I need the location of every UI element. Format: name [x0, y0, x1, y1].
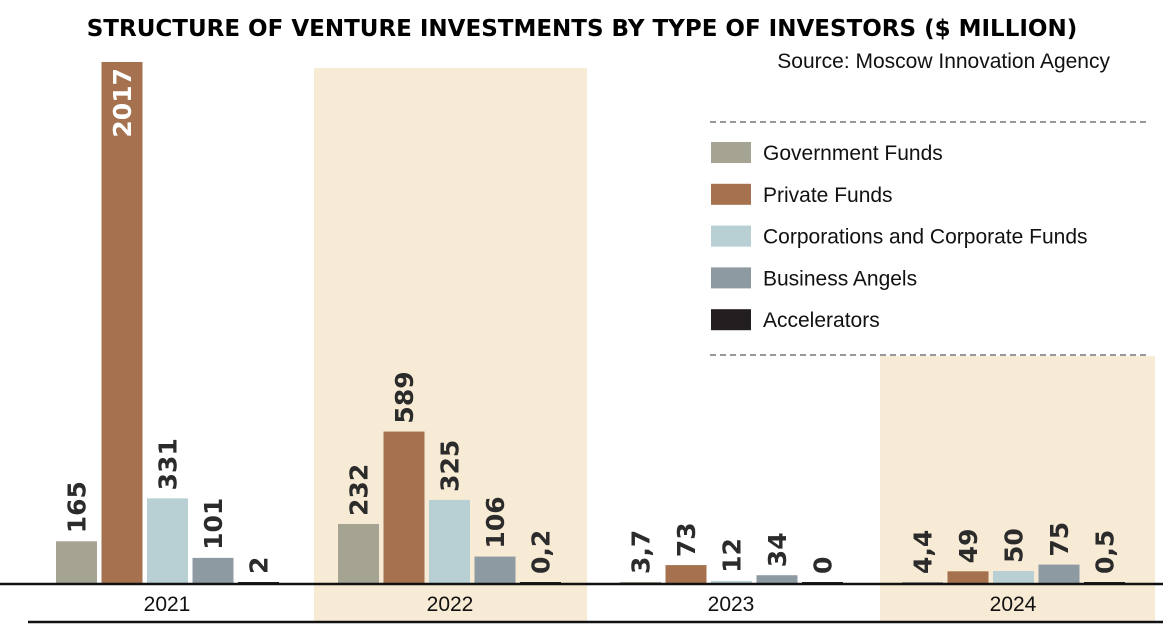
data-label-2021-0: 165 [63, 481, 92, 533]
data-label-2022-0: 232 [345, 464, 374, 516]
data-label-2021-1: 2017 [108, 68, 137, 138]
bar-2022-business-angels [474, 556, 516, 584]
legend-swatch-2 [711, 225, 751, 247]
data-label-2022-1: 589 [390, 371, 419, 423]
legend-swatch-3 [711, 267, 751, 289]
legend-label-2: Corporations and Corporate Funds [763, 226, 1088, 249]
bar-2023-private-funds [665, 565, 707, 584]
year-label-2022: 2022 [427, 593, 474, 616]
chart-source: Source: Moscow Innovation Agency [777, 50, 1110, 73]
legend-label-4: Accelerators [763, 309, 880, 332]
value-labels: 165 2017 331 101 2 232 589 325 106 0,2 3,7 73 12 34 0 4… [63, 68, 1120, 574]
data-label-2023-4: 0 [809, 557, 838, 574]
legend-label-3: Business Angels [763, 267, 917, 290]
data-label-2022-4: 0,2 [527, 530, 556, 574]
bar-2022-government-funds [338, 523, 379, 584]
legend-swatch-1 [711, 183, 751, 205]
bar-2021-business-angels [192, 557, 234, 584]
year-label-2023: 2023 [708, 593, 755, 616]
bar-2023-corporations-and-corporate-funds [711, 580, 752, 584]
bar-2022-corporations-and-corporate-funds [429, 499, 470, 584]
data-label-2021-4: 2 [245, 557, 274, 574]
bar-2021-corporations-and-corporate-funds [147, 498, 188, 584]
data-label-2024-3: 75 [1045, 522, 1074, 557]
bar-2024-corporations-and-corporate-funds [993, 571, 1034, 584]
data-label-2024-2: 50 [1000, 528, 1029, 563]
data-label-2021-2: 331 [154, 438, 183, 490]
bar-2022-private-funds [383, 431, 425, 584]
data-label-2022-3: 106 [481, 496, 510, 548]
year-label-2024: 2024 [990, 593, 1037, 616]
bar-2023-business-angels [756, 575, 798, 584]
data-label-2024-4: 0,5 [1091, 530, 1120, 574]
legend: Government Funds Private Funds Corporation… [710, 121, 1150, 356]
data-label-2023-0: 3,7 [627, 530, 656, 574]
bar-2024-business-angels [1038, 564, 1080, 584]
x-axis: 2021 2022 2023 2024 [0, 582, 1163, 624]
bar-2021-private-funds [101, 62, 143, 584]
year-label-2021: 2021 [144, 593, 191, 616]
data-label-2024-1: 49 [954, 529, 983, 564]
legend-swatch-0 [711, 142, 751, 163]
legend-label-1: Private Funds [763, 184, 893, 207]
data-label-2024-0: 4,4 [909, 530, 938, 574]
bars [56, 62, 1125, 584]
legend-swatch-4 [711, 309, 751, 331]
data-label-2023-2: 12 [718, 538, 747, 573]
legend-label-0: Government Funds [763, 142, 943, 165]
data-label-2023-1: 73 [672, 522, 701, 557]
bar-2021-government-funds [56, 541, 97, 584]
data-label-2023-3: 34 [763, 532, 792, 567]
data-label-2022-2: 325 [436, 440, 465, 492]
data-label-2021-3: 101 [199, 498, 228, 550]
chart-title: STRUCTURE OF VENTURE INVESTMENTS BY TYPE… [87, 16, 1078, 42]
bar-2024-private-funds [947, 571, 989, 584]
